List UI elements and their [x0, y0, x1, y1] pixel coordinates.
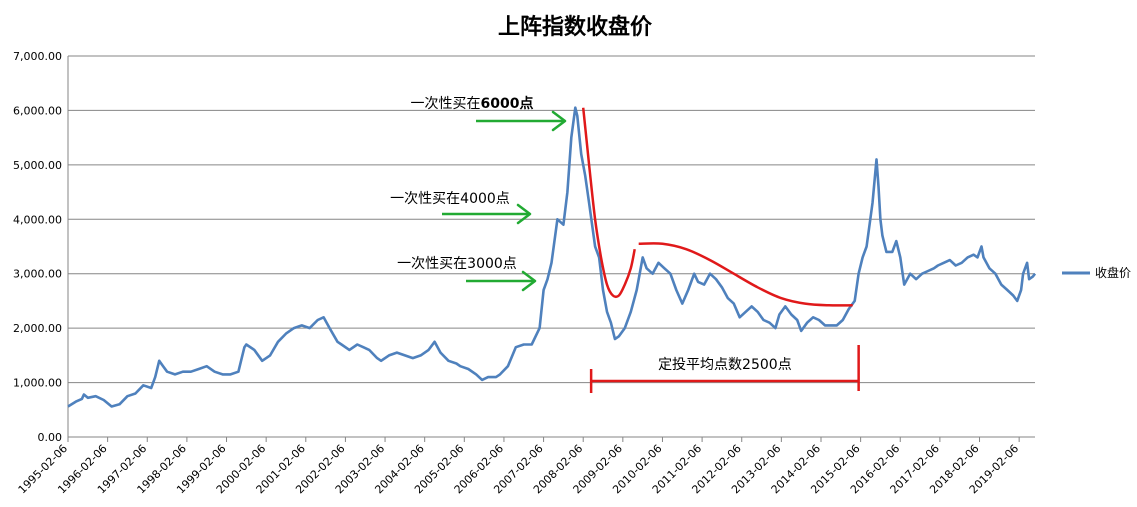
- y-tick-label: 7,000.00: [13, 50, 62, 63]
- y-tick-label: 2,000.00: [13, 322, 62, 335]
- y-tick-label: 3,000.00: [13, 268, 62, 281]
- annotation-label: 一次性买在4000点: [390, 191, 510, 207]
- dca-label: 定投平均点数2500点: [658, 357, 792, 373]
- y-tick-label: 5,000.00: [13, 159, 62, 172]
- annotations: 一次性买在6000点一次性买在4000点一次性买在3000点定投平均点数2500…: [390, 95, 860, 393]
- y-tick-label: 1,000.00: [13, 377, 62, 390]
- y-tick-label: 6,000.00: [13, 104, 62, 117]
- green-arrow-head: [551, 110, 567, 132]
- y-tick-label: 4,000.00: [13, 213, 62, 226]
- grid-lines: [68, 55, 1035, 438]
- chart-title: 上阵指数收盘价: [498, 14, 653, 40]
- overlay-curve: [638, 242, 853, 307]
- series-layer: [67, 106, 1037, 408]
- annotation-text: 一次性买在3000点: [397, 256, 517, 272]
- annotation-text: 一次性买在4000点: [390, 191, 510, 207]
- y-tick-label: 0.00: [38, 431, 63, 444]
- annotation-label: 一次性买在6000点: [411, 95, 534, 112]
- series-line: [67, 106, 1037, 408]
- legend-label: 收盘价: [1095, 265, 1131, 280]
- overlay-curve: [581, 107, 636, 299]
- annotation-label: 一次性买在3000点: [397, 256, 517, 272]
- green-arrow-head: [516, 203, 532, 225]
- legend: 收盘价: [1062, 265, 1131, 280]
- annotation-text-bold: 6000点: [481, 95, 534, 112]
- green-arrow-head: [521, 270, 537, 292]
- annotation-text: 一次性买在: [411, 96, 481, 112]
- overlay-curves: [581, 107, 853, 307]
